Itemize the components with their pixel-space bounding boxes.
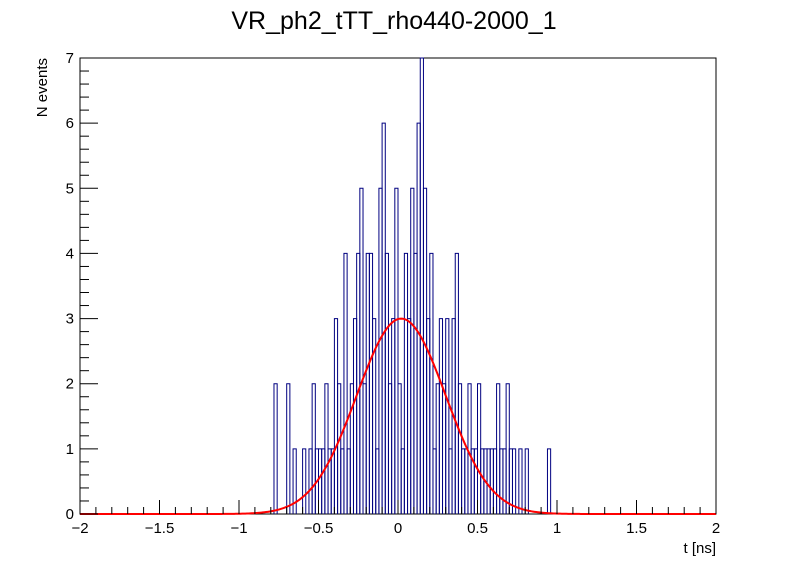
x-tick-label: −0.5 (304, 520, 334, 537)
y-tick-label: 2 (66, 376, 74, 393)
x-tick-label: 1 (553, 520, 561, 537)
fit-curve (80, 317, 716, 515)
x-tick-label: 1.5 (626, 520, 647, 537)
chart-title: VR_ph2_tTT_rho440-2000_1 (231, 7, 556, 35)
histogram-bin (546, 448, 552, 514)
y-tick-label: 5 (66, 180, 74, 197)
histogram-bin (286, 383, 291, 514)
y-tick-label: 7 (66, 50, 74, 67)
histogram-bin (511, 448, 517, 514)
histogram-bin (518, 448, 523, 514)
y-axis: 0 1 2 3 4 5 6 7 (66, 50, 98, 523)
histogram-bin (292, 448, 297, 514)
histogram-layer (273, 57, 552, 514)
histogram-bin (343, 252, 348, 514)
histogram-bin (273, 383, 278, 514)
histogram-bin (372, 318, 377, 514)
histogram-bin (394, 187, 399, 514)
y-tick-label: 3 (66, 311, 74, 328)
histogram-bin (302, 448, 307, 514)
x-tick-label: −1 (230, 520, 247, 537)
x-tick-label: −1.5 (145, 520, 175, 537)
y-tick-label: 1 (66, 441, 74, 458)
y-tick-label: 6 (66, 115, 74, 132)
y-axis-label: N events (34, 58, 51, 117)
y-tick-label: 0 (66, 506, 74, 523)
x-tick-label: −2 (71, 520, 88, 537)
x-axis-label: t [ns] (683, 540, 716, 557)
x-axis: −2 −1.5 −1 −0.5 0 0.5 1 1.5 2 (71, 500, 720, 537)
histogram-bin (524, 448, 529, 514)
x-tick-label: 0 (394, 520, 402, 537)
histogram-bin (445, 318, 450, 514)
histogram-bin (359, 187, 364, 514)
x-tick-label: 2 (712, 520, 720, 537)
y-tick-label: 4 (66, 245, 74, 262)
histogram-bin (429, 252, 434, 514)
fit-layer (80, 317, 716, 515)
x-tick-label: 0.5 (467, 520, 488, 537)
